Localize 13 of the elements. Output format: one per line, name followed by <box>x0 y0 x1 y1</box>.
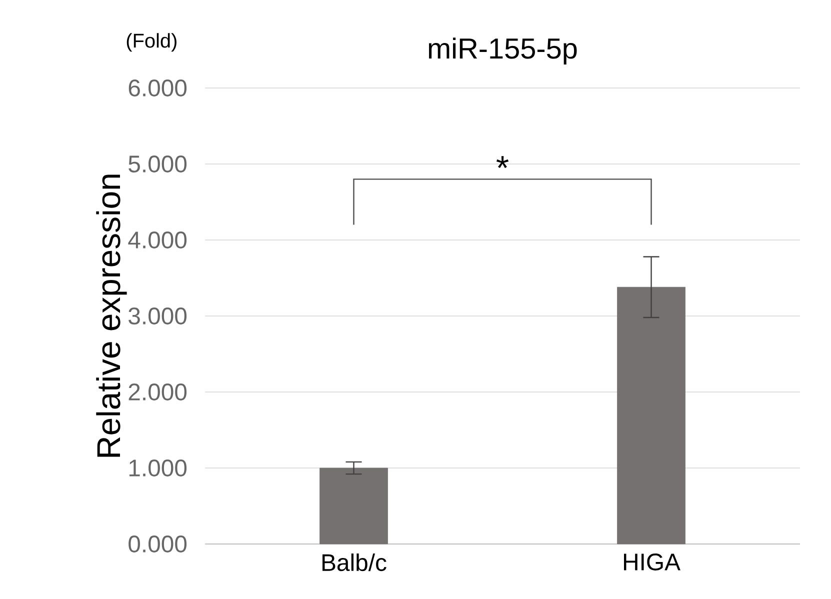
y-tick-label: 2.000 <box>128 384 187 400</box>
x-tick-label: HIGA <box>624 554 680 570</box>
y-axis-title: Relative expression <box>96 174 127 457</box>
x-tick-label: Balb/c <box>322 554 386 572</box>
y-tick-label: 4.000 <box>128 232 187 248</box>
y-tick-label: 5.000 <box>128 156 187 172</box>
y-tick-label: 0.000 <box>128 536 187 552</box>
y-tick-label: 6.000 <box>128 80 187 96</box>
text: (Fold) <box>126 33 176 52</box>
chart-title: miR-155-5p <box>428 38 577 64</box>
annotation: * <box>496 156 509 168</box>
y-tick-label: 3.000 <box>128 308 187 324</box>
y-tick-label: 1.000 <box>129 460 187 476</box>
